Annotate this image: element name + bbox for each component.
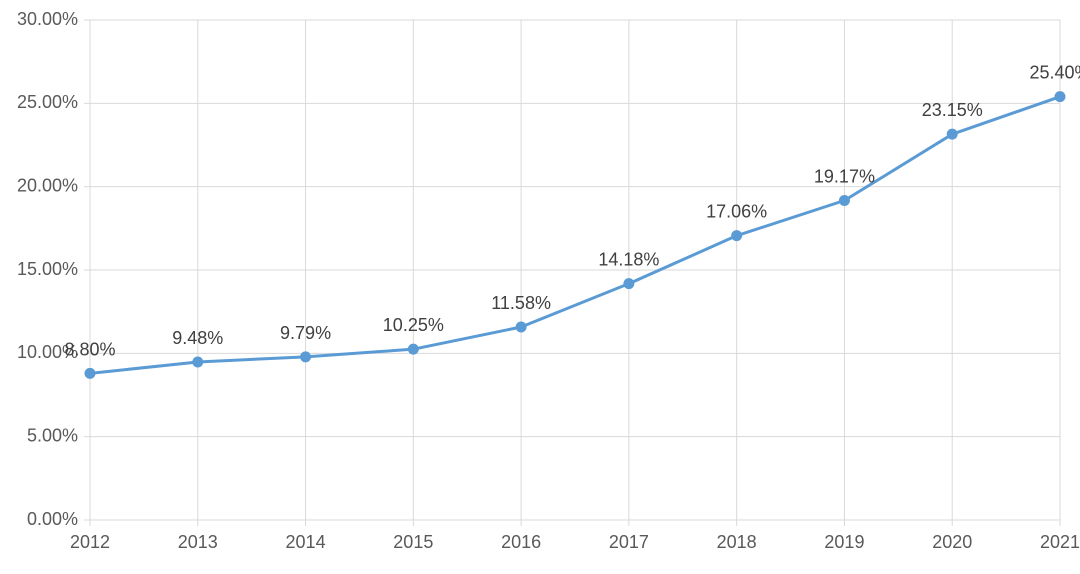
x-tick-label: 2012 (70, 532, 110, 552)
x-tick-label: 2014 (286, 532, 326, 552)
x-tick-label: 2016 (501, 532, 541, 552)
data-marker (732, 231, 742, 241)
x-tick-label: 2018 (717, 532, 757, 552)
data-marker (408, 344, 418, 354)
x-tick-label: 2013 (178, 532, 218, 552)
x-tick-label: 2017 (609, 532, 649, 552)
data-label: 25.40% (1029, 63, 1080, 83)
data-marker (85, 368, 95, 378)
chart-svg: 0.00%5.00%10.00%15.00%20.00%25.00%30.00%… (0, 0, 1080, 574)
data-marker (624, 279, 634, 289)
data-label: 9.79% (280, 323, 331, 343)
data-label: 10.25% (383, 315, 444, 335)
data-marker (1055, 92, 1065, 102)
x-tick-label: 2019 (824, 532, 864, 552)
data-label: 8.80% (64, 339, 115, 359)
x-tick-label: 2015 (393, 532, 433, 552)
data-marker (947, 129, 957, 139)
x-tick-label: 2020 (932, 532, 972, 552)
y-tick-label: 20.00% (17, 175, 78, 195)
data-label: 23.15% (922, 100, 983, 120)
data-label: 17.06% (706, 202, 767, 222)
y-tick-label: 15.00% (17, 259, 78, 279)
x-tick-label: 2021 (1040, 532, 1080, 552)
data-label: 11.58% (491, 293, 551, 313)
data-marker (839, 196, 849, 206)
data-label: 9.48% (172, 328, 223, 348)
y-tick-label: 25.00% (17, 92, 78, 112)
y-tick-label: 5.00% (27, 425, 78, 445)
line-chart: 0.00%5.00%10.00%15.00%20.00%25.00%30.00%… (0, 0, 1080, 574)
data-marker (301, 352, 311, 362)
data-label: 19.17% (814, 167, 875, 187)
data-label: 14.18% (598, 250, 659, 270)
data-marker (193, 357, 203, 367)
data-marker (516, 322, 526, 332)
y-tick-label: 30.00% (17, 9, 78, 29)
y-tick-label: 0.00% (27, 509, 78, 529)
